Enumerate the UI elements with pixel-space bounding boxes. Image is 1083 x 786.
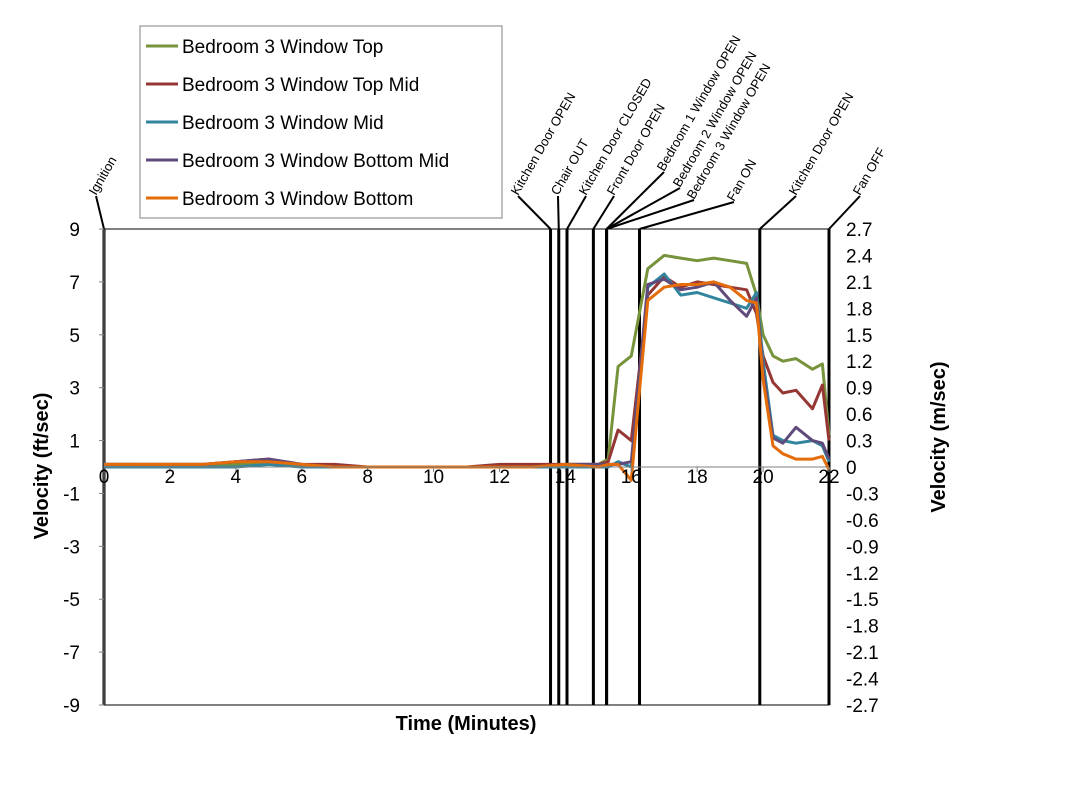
event-label: Fan ON <box>724 157 760 204</box>
legend-entry: Bedroom 3 Window Top <box>146 37 383 58</box>
y-tick-label-left: -7 <box>63 643 80 664</box>
event-leader <box>606 199 695 230</box>
y-tick-label-right: -1.8 <box>846 617 879 638</box>
x-tick-label: 16 <box>621 467 642 488</box>
legend-label: Bedroom 3 Window Bottom <box>182 189 413 210</box>
y-tick-label-right: -0.3 <box>846 484 879 505</box>
y-tick-label-right: 2.4 <box>846 246 873 267</box>
y-tick-label-right: 2.1 <box>846 273 872 294</box>
y-tick-label-right: -0.9 <box>846 537 879 558</box>
x-tick-label: 0 <box>99 467 110 488</box>
event-leader <box>95 195 105 230</box>
event-label: Fan OFF <box>850 145 889 198</box>
axes: 0 2 4 6 8 10 12 14 16 18 20 22 9 7 5 3 1 -1 -3 -5 -7 -9 2.7 2.4… <box>63 220 879 717</box>
event-leader <box>557 195 560 230</box>
x-tick-label: 2 <box>165 467 176 488</box>
x-axis-title: Time (Minutes) <box>396 713 537 735</box>
legend-entry: Bedroom 3 Window Mid <box>146 113 384 134</box>
legend-box <box>139 25 503 219</box>
x-tick-label: 10 <box>423 467 444 488</box>
legend-label: Bedroom 3 Window Top Mid <box>182 75 419 96</box>
x-tick-label: 12 <box>489 467 510 488</box>
legend-entry: Bedroom 3 Window Top Mid <box>146 75 419 96</box>
y-tick-label-right: -2.1 <box>846 643 879 664</box>
y-tick-label-left: -5 <box>63 590 80 611</box>
series-line <box>104 280 831 482</box>
x-tick-label: 4 <box>231 467 242 488</box>
y-tick-label-left: 5 <box>69 326 80 347</box>
y-tick-label-right: 2.7 <box>846 220 872 241</box>
y-tick-label-right: 0.3 <box>846 432 872 453</box>
y-tick-label-right: 0.9 <box>846 379 872 400</box>
event-leader <box>566 195 587 230</box>
y-tick-label-left: 9 <box>69 220 80 241</box>
y-tick-label-right: -0.6 <box>846 511 879 532</box>
y-tick-label-right: 1.5 <box>846 326 872 347</box>
y-tick-label-left: -3 <box>63 537 80 558</box>
event-leader <box>759 195 797 230</box>
x-tick-label: 18 <box>687 467 708 488</box>
legend-entry: Bedroom 3 Window Bottom Mid <box>146 151 449 172</box>
event-leader <box>639 201 735 230</box>
legend-label: Bedroom 3 Window Bottom Mid <box>182 151 449 172</box>
y-tick-label-left: -1 <box>63 484 80 505</box>
y-tick-label-right: -2.7 <box>846 696 879 717</box>
x-tick-label: 22 <box>818 467 839 488</box>
y-tick-label-right: -1.2 <box>846 564 879 585</box>
legend-label: Bedroom 3 Window Mid <box>182 113 384 134</box>
y-tick-label-left: 7 <box>69 273 80 294</box>
y-tick-label-left: 1 <box>69 432 80 453</box>
y-tick-label-left: -9 <box>63 696 80 717</box>
y-axis-title-right: Velocity (m/sec) <box>928 361 950 512</box>
y-tick-label-right: -2.4 <box>846 670 879 691</box>
x-tick-label: 20 <box>753 467 774 488</box>
event-leader <box>517 195 552 230</box>
event-leader <box>606 187 681 230</box>
legend: Bedroom 3 Window Top Bedroom 3 Window Top… <box>139 25 503 219</box>
y-tick-label-right: 0.6 <box>846 405 872 426</box>
x-tick-label: 8 <box>362 467 373 488</box>
legend-label: Bedroom 3 Window Top <box>182 37 383 58</box>
y-tick-label-right: 1.2 <box>846 352 872 373</box>
y-tick-label-right: 0 <box>846 458 857 479</box>
event-label: Kitchen Door OPEN <box>786 90 857 198</box>
y-axis-title-left: Velocity (ft/sec) <box>31 393 53 540</box>
event-leader <box>592 195 615 230</box>
x-tick-label: 6 <box>296 467 307 488</box>
legend-entry: Bedroom 3 Window Bottom <box>146 189 413 210</box>
series-lines <box>104 253 831 482</box>
event-label: Ignition <box>86 154 120 198</box>
event-leader <box>605 171 665 230</box>
y-tick-label-left: 3 <box>69 379 80 400</box>
x-tick-label: 14 <box>555 467 577 488</box>
y-tick-label-right: 1.8 <box>846 299 872 320</box>
event-leader <box>828 195 861 230</box>
y-tick-label-right: -1.5 <box>846 590 879 611</box>
